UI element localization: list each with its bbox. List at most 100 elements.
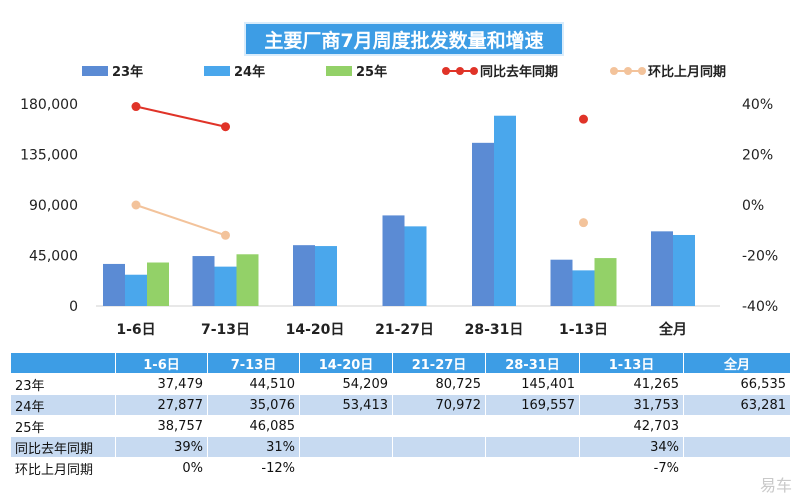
table-header-cell: 1-6日 — [115, 352, 208, 374]
table-cell: 39% — [115, 436, 208, 458]
x-tick-label: 14-20日 — [286, 322, 345, 338]
table-cell: 38,757 — [115, 415, 208, 437]
bar — [472, 142, 494, 306]
legend-label: 23年 — [112, 64, 143, 80]
table-cell — [392, 415, 486, 437]
y-tick-label: 180,000 — [20, 97, 78, 113]
y-tick-label: 45,000 — [29, 249, 78, 265]
table-cell: 44,510 — [207, 373, 300, 395]
x-tick-label: 1-13日 — [559, 322, 608, 338]
table-cell: 70,972 — [392, 394, 486, 416]
table-cell: 37,479 — [115, 373, 208, 395]
table-cell — [392, 436, 486, 458]
table-header-cell: 14-20日 — [299, 352, 393, 374]
bar — [404, 226, 427, 306]
table-cell: -7% — [579, 457, 684, 479]
table-cell: 54,209 — [299, 373, 393, 395]
legend-label: 24年 — [234, 64, 265, 80]
table-header-cell: 21-27日 — [392, 352, 486, 374]
x-tick-label: 1-6日 — [116, 322, 155, 338]
bar — [382, 215, 405, 306]
row-label: 25年 — [10, 415, 116, 437]
table-cell: 35,076 — [207, 394, 300, 416]
table-cell: 169,557 — [485, 394, 580, 416]
legend-marker — [610, 67, 618, 75]
legend-marker — [456, 67, 464, 75]
line-point — [221, 230, 230, 240]
legend-marker — [638, 67, 646, 75]
table-cell: 46,085 — [207, 415, 300, 437]
watermark: 易车 — [759, 476, 792, 495]
bar — [147, 262, 169, 306]
line-point — [579, 218, 588, 228]
table-cell — [299, 457, 393, 479]
legend-swatch — [326, 66, 352, 76]
table-cell — [485, 415, 580, 437]
bar — [651, 231, 673, 306]
table-cell — [392, 457, 486, 479]
y2-tick-label: 0% — [742, 198, 764, 214]
table-cell: 41,265 — [579, 373, 684, 395]
legend-label: 同比去年同期 — [480, 64, 558, 80]
table-cell — [299, 436, 393, 458]
table-cell: 63,281 — [683, 394, 791, 416]
row-label: 23年 — [10, 373, 116, 395]
table-cell — [683, 457, 791, 479]
chart-title: 主要厂商7月周度批发数量和增速 — [244, 22, 564, 56]
table-header-cell — [10, 352, 116, 374]
y2-tick-label: 40% — [742, 97, 773, 113]
series-line-segment — [135, 105, 226, 128]
bar — [293, 245, 315, 306]
table-cell: 53,413 — [299, 394, 393, 416]
legend-label: 环比上月同期 — [648, 64, 726, 80]
table-header-cell: 全月 — [683, 352, 791, 374]
table-row: 23年 37,479 44,510 54,209 80,725 145,401 41,265… — [10, 373, 791, 395]
table-cell: 145,401 — [485, 373, 580, 395]
x-tick-label: 7-13日 — [201, 322, 250, 338]
data-table: 1-6日 7-13日 14-20日 21-27日 28-31日 1-13日 全月 23年 37,… — [10, 352, 791, 479]
y2-tick-label: -40% — [742, 299, 778, 315]
table-cell: 80,725 — [392, 373, 486, 395]
table-cell: 27,877 — [115, 394, 208, 416]
table-cell: 0% — [115, 457, 208, 479]
table-row: 同比去年同期 39% 31% 34% — [10, 436, 791, 458]
table-header-row: 1-6日 7-13日 14-20日 21-27日 28-31日 1-13日 全月 — [10, 352, 791, 374]
chart-area: 0 45,000 90,000 135,000 180,000 -40% -20% 0% 20%… — [20, 64, 778, 338]
bar — [594, 258, 617, 306]
table-header-cell: 7-13日 — [207, 352, 300, 374]
row-label: 24年 — [10, 394, 116, 416]
x-tick-label: 全月 — [658, 321, 687, 338]
bar — [494, 115, 516, 307]
legend-label: 25年 — [356, 64, 387, 80]
x-tick-label: 21-27日 — [375, 322, 434, 338]
bar — [103, 263, 125, 306]
bar — [673, 234, 695, 306]
legend-marker — [470, 67, 478, 75]
legend-marker — [442, 67, 450, 75]
table-cell: 31% — [207, 436, 300, 458]
y-tick-label: 0 — [69, 299, 78, 315]
table-cell — [683, 415, 791, 437]
table-cell: 31,753 — [579, 394, 684, 416]
legend-swatch — [204, 66, 230, 76]
table-cell — [485, 436, 580, 458]
y2-tick-label: -20% — [742, 249, 778, 265]
bar — [192, 256, 215, 306]
table-cell: -12% — [207, 457, 300, 479]
table-row: 环比上月同期 0% -12% -7% — [10, 457, 791, 479]
series-line-segment — [135, 204, 226, 237]
table-cell — [683, 436, 791, 458]
line-point — [579, 114, 588, 124]
legend-marker — [624, 67, 632, 75]
bar — [125, 274, 147, 306]
table-cell: 66,535 — [683, 373, 791, 395]
table-header-cell: 28-31日 — [485, 352, 580, 374]
y2-tick-label: 20% — [742, 148, 773, 164]
table-cell — [485, 457, 580, 479]
line-point — [221, 122, 230, 132]
table-header-cell: 1-13日 — [579, 352, 684, 374]
legend-swatch — [82, 66, 108, 76]
bar — [236, 254, 259, 306]
table-cell — [299, 415, 393, 437]
y-tick-label: 90,000 — [29, 198, 78, 214]
